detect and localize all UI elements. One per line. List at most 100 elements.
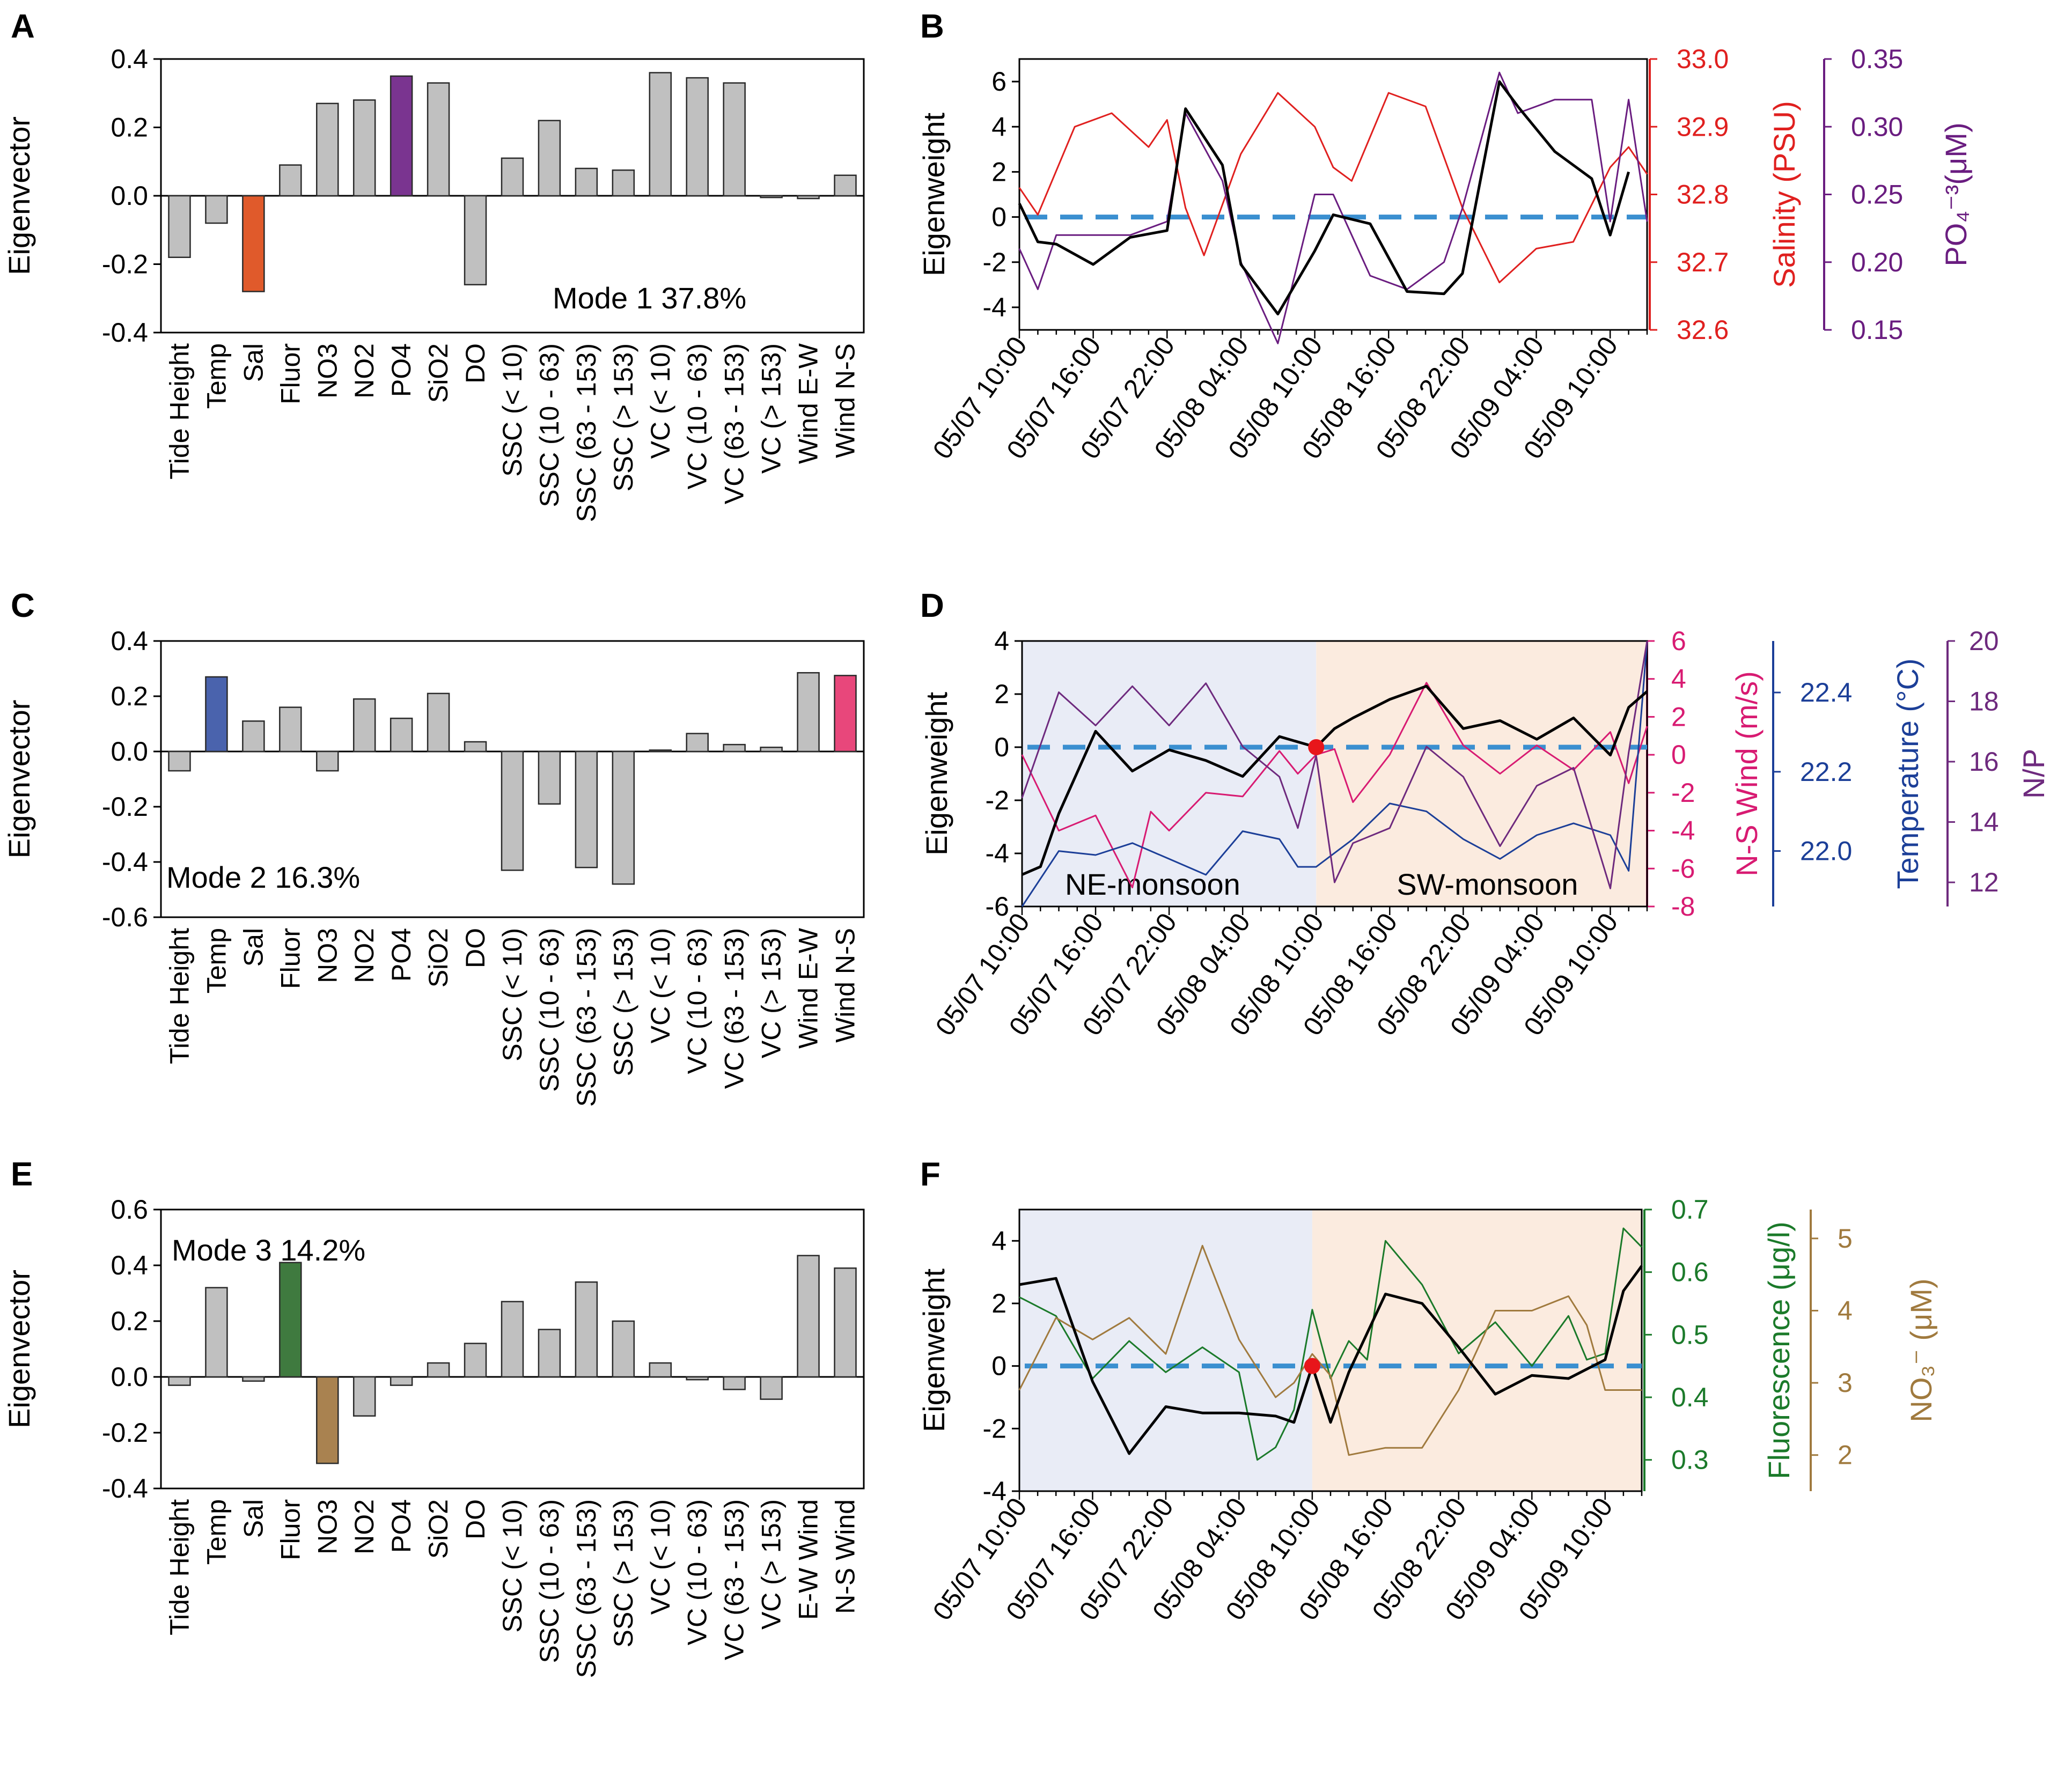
y-tick-label: 0.4 bbox=[111, 1250, 148, 1280]
right-axis-tick-label: 0.15 bbox=[1851, 315, 1903, 345]
panel-label: C bbox=[11, 587, 35, 624]
y-tick-label: -0.4 bbox=[102, 318, 148, 348]
series-line bbox=[1021, 640, 1648, 907]
sw-monsoon-region bbox=[1316, 641, 1647, 906]
bar bbox=[352, 698, 376, 753]
bar bbox=[612, 169, 635, 197]
category-label: DO bbox=[460, 343, 490, 384]
category-label: SSC (10 - 63) bbox=[534, 928, 564, 1092]
category-label: NO2 bbox=[349, 343, 379, 399]
right-axis-tick-label: 0.6 bbox=[1671, 1257, 1709, 1287]
y-axis-label: Eigenvector bbox=[2, 1270, 36, 1428]
panel-label: E bbox=[11, 1156, 33, 1193]
transition-marker bbox=[1308, 739, 1325, 755]
bar bbox=[797, 1255, 820, 1378]
category-label: Tide Height bbox=[164, 928, 194, 1064]
right-axis-label: NO₃⁻ (μM) bbox=[1904, 1278, 1938, 1422]
category-label: Sal bbox=[238, 1499, 268, 1538]
panel-label: B bbox=[920, 8, 944, 45]
panel-label: F bbox=[920, 1156, 941, 1193]
ne-monsoon-region bbox=[1022, 641, 1317, 906]
bar bbox=[575, 1281, 598, 1378]
region-label: SW-monsoon bbox=[1397, 867, 1578, 901]
right-axis-tick-label: 0.3 bbox=[1671, 1445, 1709, 1475]
series-line bbox=[1022, 684, 1648, 876]
panel-label: D bbox=[920, 587, 944, 624]
category-label: SiO2 bbox=[423, 928, 453, 987]
y-tick-label: 0.4 bbox=[111, 44, 148, 74]
y-tick-label: 0.2 bbox=[111, 1306, 148, 1336]
category-label: VC (> 153) bbox=[756, 928, 787, 1058]
category-label: SSC (> 153) bbox=[608, 1499, 638, 1648]
bar bbox=[205, 1287, 228, 1378]
panel-F: F 4 2 0 -2 -4 Eigenweight 0.7 0.6 0.5 0.4 0.3 Fluore… bbox=[917, 1156, 1938, 1626]
bar bbox=[760, 195, 783, 198]
category-label: PO4 bbox=[386, 928, 416, 982]
right-axis-tick-label: 0.4 bbox=[1671, 1382, 1709, 1412]
bar bbox=[168, 195, 191, 258]
bar bbox=[316, 1376, 339, 1464]
bar bbox=[834, 1267, 857, 1378]
right-axis-tick-label: 4 bbox=[1838, 1295, 1853, 1325]
bar bbox=[352, 1376, 376, 1417]
category-label: VC (< 10) bbox=[645, 1499, 675, 1615]
category-label: SiO2 bbox=[423, 343, 453, 403]
panel-E: E 0.6 0.4 0.2 0.0 -0.2 -0.4 Eigenvector Tide Hei… bbox=[2, 1156, 865, 1678]
right-axis-tick-label: 2 bbox=[1671, 702, 1686, 732]
right-axis-tick-label: 5 bbox=[1838, 1223, 1853, 1254]
category-label: VC (10 - 63) bbox=[682, 343, 712, 489]
y-tick-label: -0.4 bbox=[102, 1473, 148, 1503]
y-tick-label: -0.2 bbox=[102, 249, 148, 279]
category-label: NO3 bbox=[312, 928, 342, 983]
bar bbox=[723, 743, 746, 753]
bar bbox=[168, 1376, 191, 1386]
bar bbox=[834, 174, 857, 197]
category-label: VC (10 - 63) bbox=[682, 1499, 712, 1645]
mode-annotation: Mode 1 37.8% bbox=[553, 281, 746, 315]
bar bbox=[612, 750, 635, 885]
right-axis-tick-label: 22.0 bbox=[1800, 836, 1852, 866]
bar bbox=[279, 706, 302, 753]
bar bbox=[427, 692, 450, 753]
bar bbox=[205, 195, 228, 224]
right-axis-tick-label: 33.0 bbox=[1677, 44, 1729, 74]
panel-C: C 0.4 0.2 0.0 -0.2 -0.4 -0.6 Eigenvector Tide He… bbox=[2, 587, 865, 1107]
category-label: Temp bbox=[201, 928, 231, 993]
y-tick-label: -0.2 bbox=[102, 1418, 148, 1448]
y-tick-label: -4 bbox=[986, 838, 1009, 868]
category-label: VC (> 153) bbox=[756, 1499, 787, 1630]
y-tick-label: 4 bbox=[991, 1226, 1006, 1256]
category-label: VC (< 10) bbox=[645, 343, 675, 459]
ne-monsoon-region bbox=[1019, 1210, 1312, 1491]
right-axis-tick-label: 32.8 bbox=[1677, 180, 1729, 210]
series-line bbox=[1018, 1244, 1642, 1456]
y-tick-label: 0.0 bbox=[111, 1362, 148, 1392]
bar bbox=[316, 750, 339, 772]
right-axis-tick-label: -4 bbox=[1671, 816, 1695, 846]
bar bbox=[649, 749, 672, 753]
bar bbox=[390, 1376, 413, 1386]
y-tick-label: 0.6 bbox=[111, 1195, 148, 1225]
category-label: Tide Height bbox=[164, 343, 194, 480]
category-label: Wind N-S bbox=[831, 928, 861, 1043]
right-axis-tick-label: 6 bbox=[1671, 626, 1686, 656]
category-label: Wind E-W bbox=[793, 343, 824, 464]
right-axis-tick-label: 0.35 bbox=[1851, 44, 1903, 74]
category-label: VC (63 - 153) bbox=[719, 343, 750, 504]
y-tick-label: 0.0 bbox=[111, 181, 148, 211]
y-tick-label: -2 bbox=[986, 785, 1009, 815]
bar bbox=[427, 1362, 450, 1378]
y-axis-label: Eigenweight bbox=[917, 113, 951, 277]
category-label: Temp bbox=[201, 1499, 231, 1565]
right-axis-tick-label: 32.9 bbox=[1677, 112, 1729, 142]
right-axis-label: Fluorescence (μg/l) bbox=[1762, 1221, 1796, 1479]
y-tick-label: 6 bbox=[991, 67, 1006, 97]
y-tick-label: -6 bbox=[986, 891, 1009, 922]
right-axis-tick-label: 0.5 bbox=[1671, 1320, 1709, 1350]
y-tick-label: -4 bbox=[983, 1476, 1006, 1506]
bar bbox=[501, 157, 524, 197]
category-label: VC (63 - 153) bbox=[719, 1499, 750, 1660]
right-axis-tick-label: 4 bbox=[1671, 664, 1686, 694]
series-line bbox=[1019, 1265, 1643, 1455]
category-label: VC (< 10) bbox=[645, 928, 675, 1043]
